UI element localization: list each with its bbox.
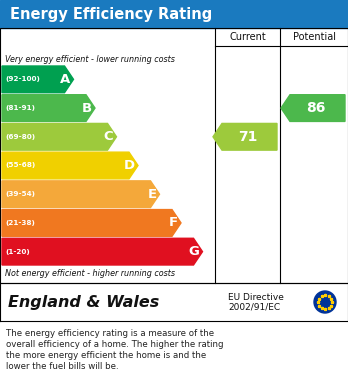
Text: Not energy efficient - higher running costs: Not energy efficient - higher running co…: [5, 269, 175, 278]
Text: 71: 71: [238, 130, 258, 144]
Text: (21-38): (21-38): [5, 220, 35, 226]
Text: (1-20): (1-20): [5, 249, 30, 255]
Bar: [0, 321, 348, 391]
Text: B: B: [82, 102, 92, 115]
Text: E: E: [147, 188, 157, 201]
Polygon shape: [2, 152, 138, 179]
Text: 2002/91/EC: 2002/91/EC: [228, 303, 280, 312]
Text: D: D: [124, 159, 135, 172]
Text: Current: Current: [229, 32, 266, 42]
Text: England & Wales: England & Wales: [8, 294, 159, 310]
Text: (92-100): (92-100): [5, 76, 40, 83]
Text: F: F: [169, 217, 178, 230]
Bar: [0, 0, 348, 28]
Text: the more energy efficient the home is and the: the more energy efficient the home is an…: [6, 351, 206, 360]
Circle shape: [314, 291, 336, 313]
Text: C: C: [104, 130, 113, 143]
Text: (81-91): (81-91): [5, 105, 35, 111]
Text: EU Directive: EU Directive: [228, 292, 284, 301]
Text: G: G: [189, 245, 199, 258]
Polygon shape: [2, 238, 203, 265]
Polygon shape: [2, 95, 95, 122]
Polygon shape: [2, 181, 159, 208]
Polygon shape: [2, 124, 117, 150]
Text: Energy Efficiency Rating: Energy Efficiency Rating: [10, 7, 212, 22]
Bar: [0, 28, 348, 283]
Polygon shape: [213, 124, 277, 150]
Text: Potential: Potential: [293, 32, 335, 42]
Text: (39-54): (39-54): [5, 191, 35, 197]
Bar: [0, 283, 348, 321]
Text: The energy efficiency rating is a measure of the: The energy efficiency rating is a measur…: [6, 329, 214, 338]
Text: overall efficiency of a home. The higher the rating: overall efficiency of a home. The higher…: [6, 340, 223, 349]
Text: 86: 86: [306, 101, 326, 115]
Text: lower the fuel bills will be.: lower the fuel bills will be.: [6, 362, 119, 371]
Text: (69-80): (69-80): [5, 134, 35, 140]
Polygon shape: [2, 210, 181, 236]
Text: Very energy efficient - lower running costs: Very energy efficient - lower running co…: [5, 56, 175, 65]
Text: (55-68): (55-68): [5, 163, 35, 169]
Text: A: A: [60, 73, 71, 86]
Polygon shape: [2, 66, 73, 93]
Polygon shape: [281, 95, 345, 122]
